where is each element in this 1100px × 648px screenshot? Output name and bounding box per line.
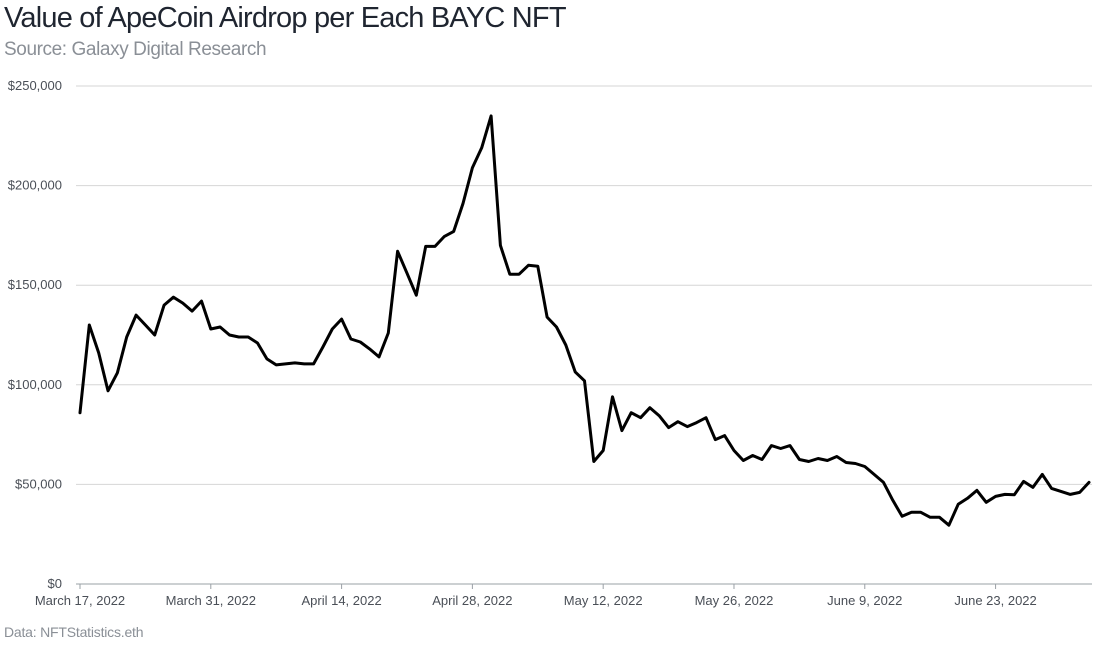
- y-tick-label: $150,000: [8, 277, 62, 292]
- x-tick-label: March 17, 2022: [35, 593, 125, 608]
- x-tick-label: April 28, 2022: [432, 593, 512, 608]
- chart-title: Value of ApeCoin Airdrop per Each BAYC N…: [4, 2, 567, 34]
- x-tick-label: April 14, 2022: [301, 593, 381, 608]
- y-tick-label: $50,000: [15, 476, 62, 491]
- gridlines: [76, 85, 1092, 485]
- series-line: [78, 114, 1091, 527]
- y-tick-label: $200,000: [8, 178, 62, 193]
- y-tick-label: $100,000: [8, 377, 62, 392]
- x-tick-label: March 31, 2022: [166, 593, 256, 608]
- x-tick-label: May 12, 2022: [564, 593, 643, 608]
- chart-subtitle: Source: Galaxy Digital Research: [4, 39, 267, 60]
- x-tick-label: June 23, 2022: [954, 593, 1036, 608]
- y-tick-label: $250,000: [8, 78, 62, 93]
- data-source-note: Data: NFTStatistics.eth: [4, 624, 144, 640]
- x-tick-label: June 9, 2022: [827, 593, 902, 608]
- x-tick-label: May 26, 2022: [695, 593, 774, 608]
- x-axis: March 17, 2022 March 31, 2022 April 14, 20…: [35, 583, 1092, 608]
- y-tick-label: $0: [48, 576, 62, 591]
- y-axis-tick-labels: $0 $50,000 $100,000 $150,000 $200,000 $250,00…: [8, 78, 62, 591]
- series-layer: [78, 114, 1091, 527]
